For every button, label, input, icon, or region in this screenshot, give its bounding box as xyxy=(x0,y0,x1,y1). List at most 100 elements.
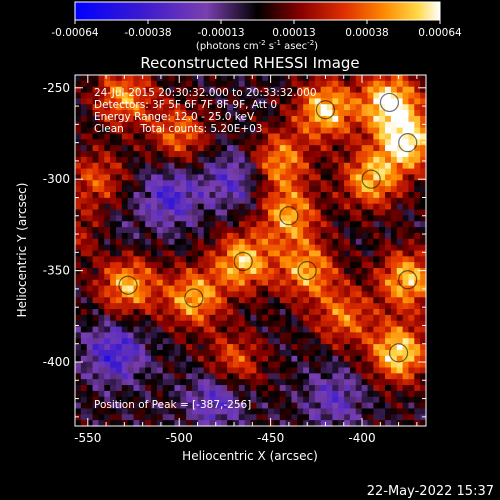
heatmap-cell xyxy=(344,110,351,117)
heatmap-cell xyxy=(402,408,410,415)
heatmap-cell xyxy=(232,127,240,135)
heatmap-cell xyxy=(291,133,298,140)
heatmap-cell xyxy=(256,238,263,246)
heatmap-cell xyxy=(320,186,328,193)
heatmap-cell xyxy=(396,98,404,105)
heatmap-cell xyxy=(174,98,181,105)
heatmap-cell xyxy=(121,361,129,369)
heatmap-cell xyxy=(80,203,88,211)
heatmap-cell xyxy=(110,273,117,281)
heatmap-cell xyxy=(367,379,374,386)
heatmap-cell xyxy=(156,180,164,187)
heatmap-cell xyxy=(227,227,234,234)
heatmap-cell xyxy=(332,291,339,298)
heatmap-cell xyxy=(227,174,234,181)
heatmap-cell xyxy=(121,367,129,374)
heatmap-cell xyxy=(396,215,404,222)
heatmap-cell xyxy=(355,349,363,357)
heatmap-cell xyxy=(262,180,269,187)
heatmap-cell xyxy=(273,303,281,310)
heatmap-cell xyxy=(232,156,240,164)
heatmap-cell xyxy=(244,361,252,369)
heatmap-cell xyxy=(168,420,176,427)
heatmap-cell xyxy=(273,314,281,322)
heatmap-cell xyxy=(209,408,216,415)
heatmap-cell xyxy=(408,373,415,380)
heatmap-cell xyxy=(408,309,415,316)
colorbar-tick-label: 0.00038 xyxy=(345,27,388,39)
heatmap-cell xyxy=(373,238,380,246)
heatmap-cell xyxy=(145,262,152,269)
heatmap-cell xyxy=(186,420,193,427)
heatmap-cell xyxy=(349,75,357,82)
heatmap-cell xyxy=(238,338,246,345)
heatmap-cell xyxy=(127,262,135,269)
heatmap-cell xyxy=(291,262,298,269)
heatmap-cell xyxy=(268,338,275,345)
heatmap-cell xyxy=(110,221,117,228)
heatmap-cell xyxy=(414,133,421,140)
heatmap-cell xyxy=(156,408,164,415)
heatmap-cell xyxy=(145,367,152,374)
heatmap-cell xyxy=(104,162,111,170)
heatmap-cell xyxy=(80,80,88,88)
heatmap-cell xyxy=(221,115,228,123)
heatmap-cell xyxy=(297,98,304,105)
heatmap-cell xyxy=(162,273,170,281)
heatmap-cell xyxy=(227,86,234,94)
heatmap-cell xyxy=(244,221,252,228)
heatmap-cell xyxy=(309,238,316,246)
y-tick-label: -300 xyxy=(43,172,70,186)
heatmap-cell xyxy=(121,355,129,363)
heatmap-cell xyxy=(396,115,404,123)
heatmap-cell xyxy=(192,390,199,398)
heatmap-cell xyxy=(192,139,199,146)
heatmap-cell xyxy=(408,215,415,222)
heatmap-cell xyxy=(104,373,111,380)
heatmap-cell xyxy=(297,168,304,176)
heatmap-cell xyxy=(86,420,94,427)
annotation-time-range: 24-Jul-2015 20:30:32.000 to 20:33:32.000 xyxy=(94,87,317,99)
heatmap-cell xyxy=(186,215,193,222)
heatmap-cell xyxy=(110,349,117,357)
heatmap-cell xyxy=(139,344,146,351)
heatmap-cell xyxy=(192,86,199,94)
heatmap-cell xyxy=(197,355,205,363)
heatmap-cell xyxy=(75,268,82,275)
heatmap-cell xyxy=(80,367,88,374)
heatmap-cell xyxy=(367,156,374,164)
heatmap-cell xyxy=(314,297,322,304)
heatmap-cell xyxy=(279,379,287,386)
heatmap-cell xyxy=(186,273,193,281)
heatmap-cell xyxy=(215,385,222,392)
heatmap-cell xyxy=(361,80,369,88)
heatmap-cell xyxy=(262,145,269,152)
heatmap-cell xyxy=(221,133,228,140)
heatmap-cell xyxy=(80,309,88,316)
heatmap-cell xyxy=(285,92,293,99)
heatmap-cell xyxy=(227,349,234,357)
heatmap-cell xyxy=(145,197,152,205)
heatmap-cell xyxy=(110,98,117,105)
heatmap-cell xyxy=(133,203,140,211)
heatmap-cell xyxy=(279,291,287,298)
heatmap-cell xyxy=(355,326,363,333)
heatmap-cell xyxy=(332,232,339,240)
heatmap-cell xyxy=(197,92,205,99)
heatmap-cell xyxy=(250,215,257,222)
heatmap-cell xyxy=(408,414,415,421)
heatmap-cell xyxy=(110,379,117,386)
heatmap-cell xyxy=(197,203,205,211)
heatmap-cell xyxy=(127,86,135,94)
heatmap-cell xyxy=(197,303,205,310)
heatmap-cell xyxy=(139,133,146,140)
heatmap-cell xyxy=(344,86,351,94)
heatmap-cell xyxy=(332,355,339,363)
heatmap-cell xyxy=(250,262,257,269)
heatmap-cell xyxy=(373,156,380,164)
heatmap-cell xyxy=(98,192,105,199)
heatmap-cell xyxy=(361,168,369,176)
heatmap-cell xyxy=(162,232,170,240)
heatmap-cell xyxy=(361,361,369,369)
annotation-clean-counts: Clean Total counts: 5.20E+03 xyxy=(94,123,263,135)
